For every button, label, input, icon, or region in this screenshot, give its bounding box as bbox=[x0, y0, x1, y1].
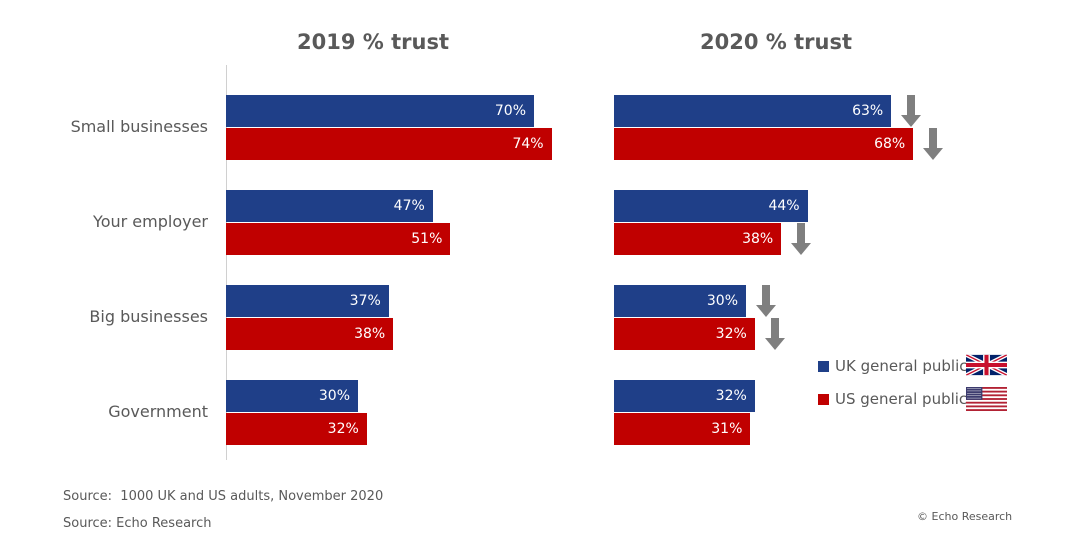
category-label: Government bbox=[108, 402, 208, 421]
source-attribution: Source: Echo Research bbox=[63, 516, 212, 531]
bar-value-label: 30% bbox=[318, 388, 350, 404]
category-label: Big businesses bbox=[89, 307, 208, 326]
down-arrow-icon bbox=[756, 285, 776, 317]
bar-value-label: 47% bbox=[393, 198, 425, 214]
legend-label-us: US general public bbox=[835, 390, 968, 408]
bar-value-label: 44% bbox=[768, 198, 800, 214]
category-label: Your employer bbox=[93, 212, 208, 231]
legend-swatch-us bbox=[818, 394, 829, 405]
bar-2019-uk: 37% bbox=[226, 285, 389, 317]
bar-2019-us: 38% bbox=[226, 318, 394, 350]
bar-2019-uk: 70% bbox=[226, 95, 534, 127]
bar-value-label: 30% bbox=[706, 293, 738, 309]
legend-us: US general public bbox=[818, 390, 967, 408]
panel-title-2020: 2020 % trust bbox=[700, 30, 852, 54]
bar-2019-us: 51% bbox=[226, 223, 451, 255]
bar-2020-us: 38% bbox=[614, 223, 782, 255]
legend-swatch-uk bbox=[818, 361, 829, 372]
bar-value-label: 63% bbox=[852, 103, 884, 119]
down-arrow-icon bbox=[791, 223, 812, 255]
bar-value-label: 32% bbox=[327, 421, 359, 437]
bar-2019-us: 32% bbox=[226, 413, 367, 445]
bar-2020-us: 68% bbox=[614, 128, 914, 160]
bar-value-label: 37% bbox=[349, 293, 381, 309]
bar-2020-us: 32% bbox=[614, 318, 755, 350]
bar-2020-uk: 44% bbox=[614, 190, 808, 222]
us-flag-icon bbox=[966, 387, 1007, 411]
bar-value-label: 74% bbox=[512, 136, 544, 152]
bar-value-label: 38% bbox=[742, 231, 774, 247]
bar-2019-uk: 30% bbox=[226, 380, 358, 412]
bar-2020-uk: 32% bbox=[614, 380, 755, 412]
bar-value-label: 32% bbox=[715, 388, 747, 404]
bar-value-label: 51% bbox=[411, 231, 443, 247]
down-arrow-icon bbox=[901, 95, 922, 127]
axis-line-2019 bbox=[226, 65, 227, 460]
bar-value-label: 70% bbox=[494, 103, 526, 119]
bar-2020-uk: 63% bbox=[614, 95, 892, 127]
category-label: Small businesses bbox=[70, 117, 208, 136]
bar-value-label: 68% bbox=[874, 136, 906, 152]
down-arrow-icon bbox=[764, 318, 785, 350]
bar-2020-us: 31% bbox=[614, 413, 751, 445]
down-arrow-icon bbox=[923, 128, 944, 160]
legend-uk: UK general public bbox=[818, 357, 968, 375]
panel-title-2019: 2019 % trust bbox=[297, 30, 449, 54]
bar-2019-uk: 47% bbox=[226, 190, 433, 222]
source-footnote: Source: 1000 UK and US adults, November … bbox=[63, 489, 384, 504]
legend-label-uk: UK general public bbox=[835, 357, 968, 375]
copyright: © Echo Research bbox=[917, 510, 1013, 523]
uk-flag-icon bbox=[966, 354, 1007, 376]
bar-value-label: 31% bbox=[711, 421, 743, 437]
bar-2020-uk: 30% bbox=[614, 285, 746, 317]
bar-2019-us: 74% bbox=[226, 128, 552, 160]
bar-value-label: 38% bbox=[354, 326, 386, 342]
bar-value-label: 32% bbox=[715, 326, 747, 342]
